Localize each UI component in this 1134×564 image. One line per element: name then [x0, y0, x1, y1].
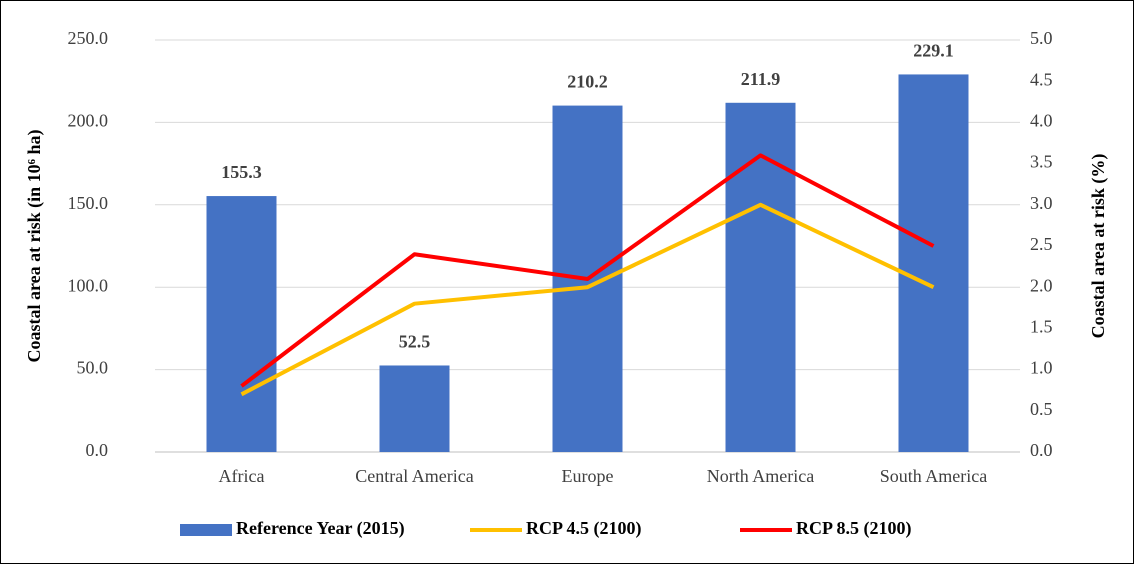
- legend-label: RCP 4.5 (2100): [526, 518, 642, 539]
- data-label: 229.1: [913, 41, 954, 61]
- legend-label: Reference Year (2015): [236, 518, 405, 539]
- line: [240, 202, 935, 397]
- y-tick-label: 250.0: [68, 28, 109, 48]
- bar: [379, 365, 450, 452]
- y2-tick-label: 5.0: [1030, 28, 1053, 48]
- y2-tick-label: 3.5: [1030, 152, 1053, 172]
- legend-label: RCP 8.5 (2100): [796, 518, 912, 539]
- y2-tick-label: 2.5: [1030, 234, 1053, 254]
- y2-tick-label: 4.5: [1030, 69, 1053, 89]
- data-label: 155.3: [221, 162, 262, 182]
- data-label: 52.5: [399, 332, 431, 352]
- y2-tick-label: 1.5: [1030, 317, 1053, 337]
- data-label: 211.9: [741, 69, 781, 89]
- y-tick-label: 100.0: [68, 275, 109, 295]
- bar: [725, 102, 796, 452]
- x-tick-label: South America: [880, 466, 987, 486]
- y-axis-title: Coastal area at risk (in 10⁶ ha): [24, 129, 45, 362]
- y-tick-label: 200.0: [68, 111, 109, 131]
- y-tick-label: 0.0: [86, 440, 109, 460]
- y2-tick-label: 0.0: [1030, 440, 1053, 460]
- y-tick-label: 50.0: [77, 358, 109, 378]
- x-tick-label: Europe: [562, 466, 614, 486]
- legend-swatch: [180, 524, 232, 536]
- y-tick-label: 150.0: [68, 193, 109, 213]
- y2-tick-label: 1.0: [1030, 358, 1053, 378]
- y2-axis-title: Coastal area at risk (%): [1088, 154, 1109, 339]
- y2-tick-label: 3.0: [1030, 193, 1053, 213]
- bar: [206, 196, 277, 452]
- y2-tick-label: 2.0: [1030, 275, 1053, 295]
- y2-tick-label: 4.0: [1030, 111, 1053, 131]
- x-tick-label: Central America: [355, 466, 473, 486]
- data-label: 210.2: [567, 72, 608, 92]
- y2-tick-label: 0.5: [1030, 399, 1053, 419]
- x-tick-label: Africa: [219, 466, 265, 486]
- x-tick-label: North America: [707, 466, 814, 486]
- line: [240, 153, 935, 388]
- bar: [898, 74, 969, 452]
